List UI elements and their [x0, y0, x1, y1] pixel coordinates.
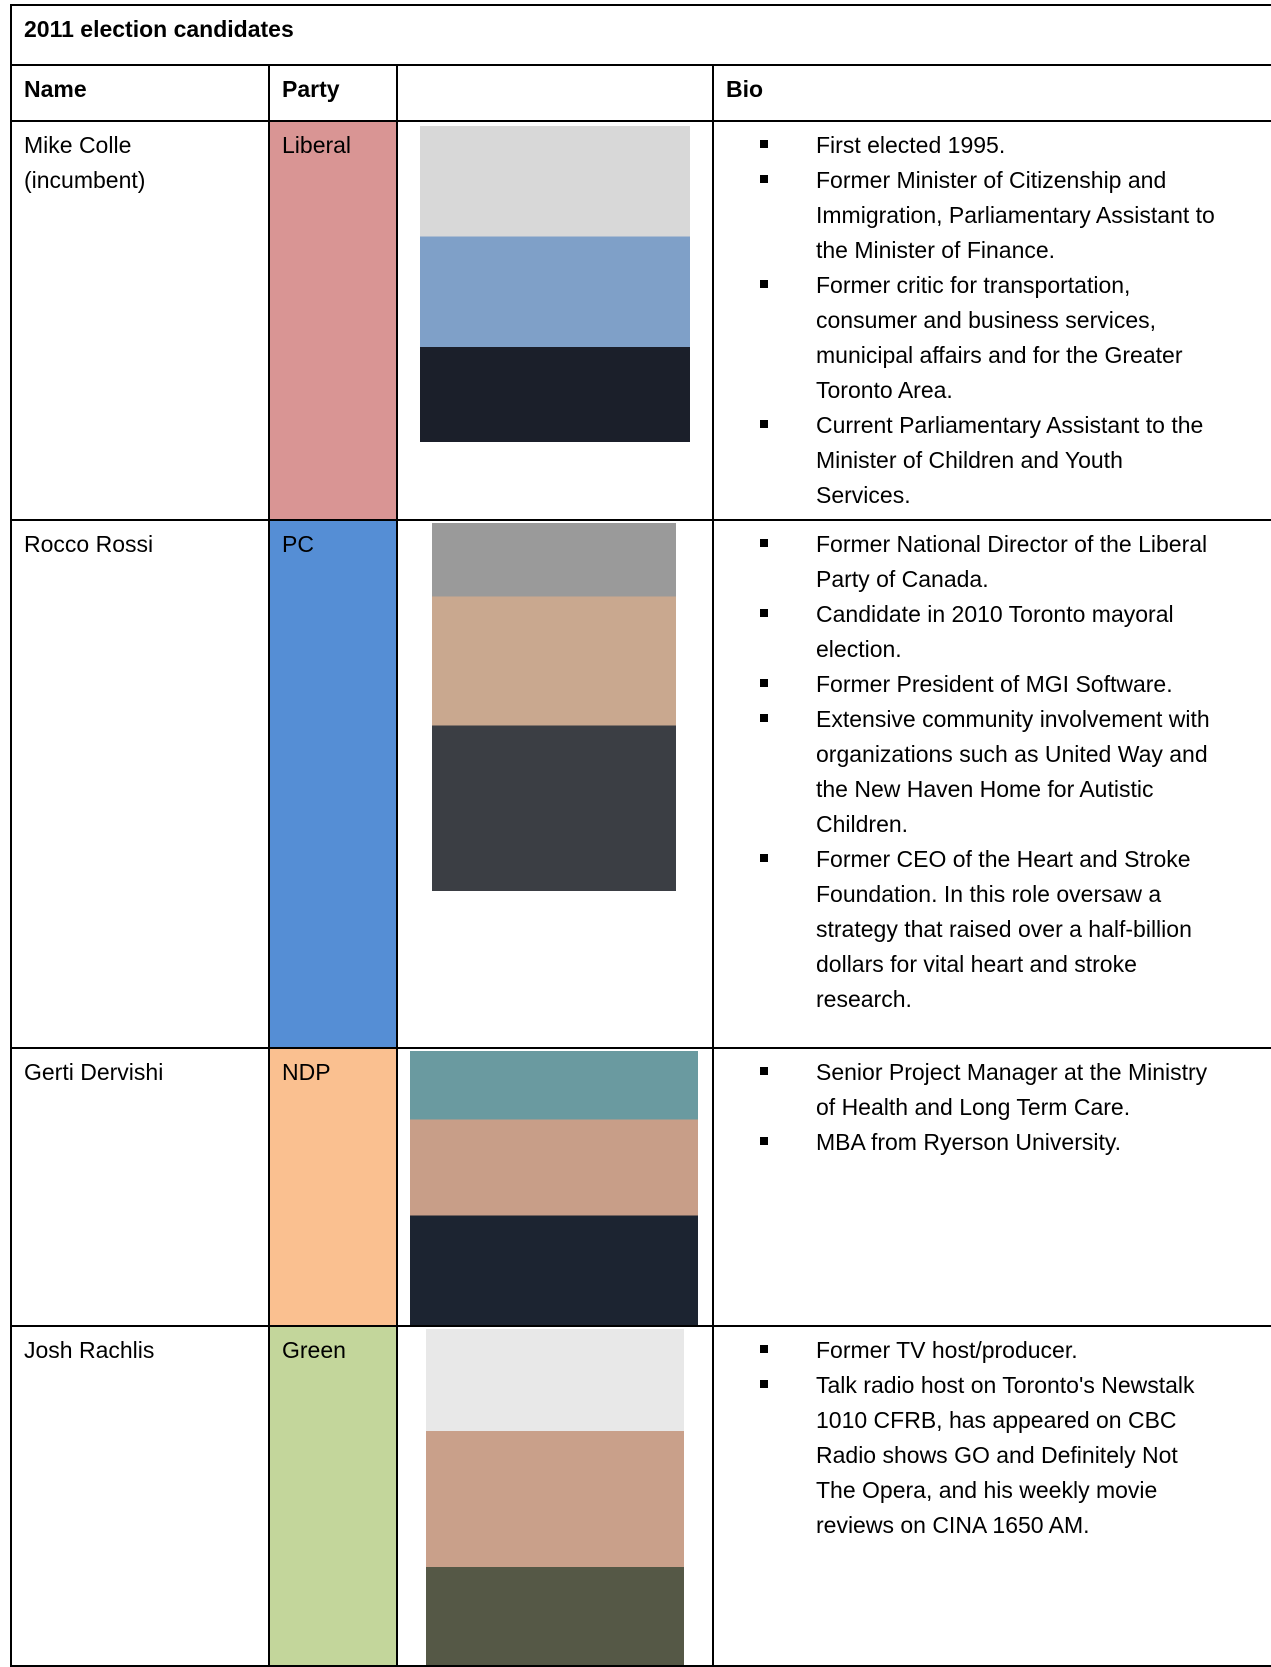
party-name: Green [282, 1337, 346, 1363]
header-cell [396, 64, 714, 122]
bio-item: Senior Project Manager at the Ministry o… [760, 1055, 1218, 1125]
bio-list: Former TV host/producer. Talk radio host … [726, 1333, 1218, 1543]
bio-item: Talk radio host on Toronto's Newstalk 10… [760, 1368, 1218, 1543]
candidate-photo [420, 126, 690, 442]
bio-cell: Former National Director of the Liberal … [712, 519, 1271, 1049]
header-cell: Party [268, 64, 398, 122]
bio-cell: Senior Project Manager at the Ministry o… [712, 1047, 1271, 1327]
bio-item: Former critic for transportation, consum… [760, 268, 1218, 408]
candidate-photo [426, 1329, 684, 1664]
bio-list: Former National Director of the Liberal … [726, 527, 1218, 1017]
name-cell: Josh Rachlis [10, 1325, 270, 1667]
bio-item: Former President of MGI Software. [760, 667, 1218, 702]
photo-cell [396, 120, 714, 521]
party-cell: PC [268, 519, 398, 1049]
candidate-photo [432, 523, 676, 891]
photo-cell [396, 1325, 714, 1667]
candidate-name: Josh Rachlis [24, 1337, 155, 1363]
candidate-photo [410, 1051, 698, 1324]
bio-item: Former TV host/producer. [760, 1333, 1218, 1368]
party-name: NDP [282, 1059, 331, 1085]
candidate-row: Josh Rachlis Green Former TV host/producer… [10, 1325, 1271, 1667]
candidate-name: Mike Colle (incumbent) [24, 132, 146, 193]
candidate-row: Rocco Rossi PC Former National Director of… [10, 519, 1271, 1049]
bio-list: First elected 1995. Former Minister of Ci… [726, 128, 1218, 513]
bio-item: Current Parliamentary Assistant to the M… [760, 408, 1218, 513]
name-cell: Gerti Dervishi [10, 1047, 270, 1327]
party-name: Liberal [282, 132, 352, 158]
party-cell: Green [268, 1325, 398, 1667]
header-cell: Name [10, 64, 270, 122]
name-cell: Rocco Rossi [10, 519, 270, 1049]
bio-item: Candidate in 2010 Toronto mayoral electi… [760, 597, 1218, 667]
photo-cell [396, 1047, 714, 1327]
bio-item: Extensive community involvement with org… [760, 702, 1218, 842]
photo-cell [396, 519, 714, 1049]
bio-item: Former Minister of Citizenship and Immig… [760, 163, 1218, 268]
bio-item: MBA from Ryerson University. [760, 1125, 1218, 1160]
party-cell: Liberal [268, 120, 398, 521]
bio-cell: First elected 1995. Former Minister of Ci… [712, 120, 1271, 521]
header-cell: Bio [712, 64, 1271, 122]
candidate-name: Gerti Dervishi [24, 1059, 164, 1085]
candidate-row: Mike Colle (incumbent) Liberal First elect… [10, 120, 1271, 521]
candidate-row: Gerti Dervishi NDP Senior Project Manager … [10, 1047, 1271, 1327]
bio-item: Former CEO of the Heart and Stroke Found… [760, 842, 1218, 1017]
candidate-name: Rocco Rossi [24, 531, 154, 557]
bio-cell: Former TV host/producer. Talk radio host … [712, 1325, 1271, 1667]
candidates-table: 2011 election candidates Name Party Bio … [10, 4, 1271, 1667]
table-title: 2011 election candidates [10, 4, 1271, 66]
bio-list: Senior Project Manager at the Ministry o… [726, 1055, 1218, 1160]
party-cell: NDP [268, 1047, 398, 1327]
bio-item: First elected 1995. [760, 128, 1218, 163]
party-name: PC [282, 531, 314, 557]
bio-item: Former National Director of the Liberal … [760, 527, 1218, 597]
name-cell: Mike Colle (incumbent) [10, 120, 270, 521]
